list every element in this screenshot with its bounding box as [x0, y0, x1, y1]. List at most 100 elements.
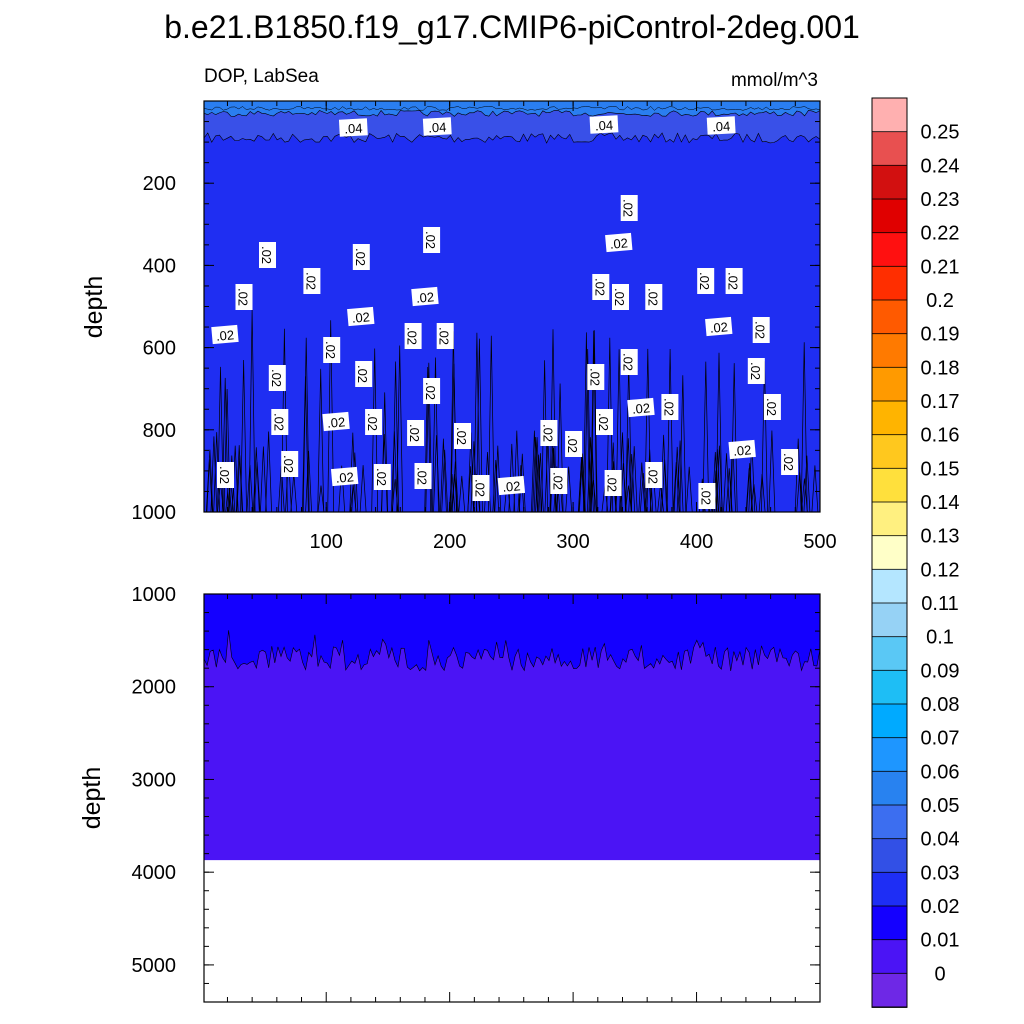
colorbar-swatch [871, 602, 908, 638]
contour-label-text: .02 [645, 466, 660, 484]
colorbar-swatch [871, 636, 908, 672]
colorbar-swatch [871, 232, 908, 268]
contour-label-box [423, 227, 441, 253]
lower-layer-upper [203, 593, 821, 672]
contour-label-02: .02 [645, 284, 663, 310]
contour-label-box [781, 449, 799, 475]
contour-label-text: .02 [323, 341, 338, 359]
colorbar: 0.25 0.24 0.23 0.22 0.21 0.2 0.19 0.18 0.17 0.16 0… [871, 97, 960, 1008]
contour-spike [252, 447, 260, 513]
colorbar-swatch [871, 703, 908, 739]
colorbar-swatch [871, 535, 908, 571]
contour-spike [590, 330, 598, 513]
contour-label-box [330, 466, 359, 487]
contour-label-02: .02 [436, 323, 454, 349]
contour-label-02: .02 [612, 284, 629, 310]
contour-spike [630, 446, 638, 513]
colorbar-label: 0 [934, 963, 945, 985]
contour-label-text: .02 [281, 455, 296, 473]
contour-spike [638, 462, 646, 513]
contour-spike [458, 475, 466, 513]
upper-x-tick-label: 200 [433, 531, 466, 553]
contour-label-02: .02 [414, 463, 432, 489]
contour-label-box [747, 358, 765, 384]
contour-label-box [235, 284, 253, 310]
contour-label-box [497, 475, 526, 496]
upper-y-tick-label: 200 [143, 173, 176, 195]
contour-spike [533, 437, 541, 513]
contour-label-text: .02 [374, 468, 389, 486]
upper-x-tick-label: 300 [556, 531, 589, 553]
contour-spike [359, 465, 367, 513]
contour-label-text: .02 [698, 487, 713, 505]
contour-label-box [211, 324, 239, 345]
contour-spike [317, 368, 325, 513]
colorbar-label: 0.05 [921, 795, 960, 817]
upper-contour-line [203, 106, 821, 111]
contour-spike [371, 348, 379, 513]
contour-spike [432, 357, 439, 513]
contour-label-box [422, 117, 452, 136]
lower-y-tick-label: 3000 [132, 769, 177, 791]
contour-label-02: .02 [404, 323, 422, 349]
upper-y-tick-label: 400 [143, 255, 176, 277]
contour-label-text: .02 [473, 479, 488, 497]
colorbar-label: 0.04 [921, 829, 960, 851]
contour-spike [673, 446, 681, 513]
upper-x-tick-label: 500 [803, 531, 836, 553]
upper-right-label: mmol/m^3 [731, 70, 818, 91]
colorbar-swatch [871, 804, 908, 840]
contour-spike [723, 453, 730, 513]
contour-spike [768, 430, 776, 513]
contour-label-box [620, 195, 638, 221]
contour-label-02: .02 [620, 349, 638, 375]
contour-label-box [281, 451, 299, 477]
contour-label-box [645, 284, 663, 310]
contour-label-04: .04 [706, 116, 736, 135]
colorbar-swatch [871, 366, 908, 402]
contour-label-02: .02 [235, 284, 253, 310]
colorbar-label: 0.18 [921, 357, 960, 379]
contour-spike [450, 363, 458, 513]
contour-spike [583, 332, 590, 513]
colorbar-swatch [871, 467, 908, 503]
contour-label-02: .02 [627, 397, 655, 418]
upper-y-tick-label: 800 [143, 420, 176, 442]
contour-spike [351, 452, 359, 513]
colorbar-swatch [871, 871, 908, 907]
contour-spike [624, 438, 632, 513]
contour-spike [440, 438, 447, 513]
contour-label-box [411, 286, 439, 307]
contour-spike [302, 376, 309, 513]
contour-label-text: .02 [335, 469, 354, 486]
contour-label-text: .02 [271, 413, 286, 431]
contour-spike [246, 464, 254, 513]
contour-spike [625, 485, 632, 513]
contour-spike [803, 455, 811, 513]
contour-label-box [725, 268, 743, 294]
contour-label-02: .02 [323, 337, 341, 363]
contour-label-text: .02 [351, 309, 370, 326]
contour-label-02: .02 [423, 227, 441, 253]
contour-label-04: .04 [422, 117, 452, 136]
contour-label-box [645, 462, 663, 488]
contour-label-box [605, 232, 633, 253]
contour-spike [425, 362, 433, 513]
contour-spike [265, 431, 272, 513]
contour-label-text: .02 [592, 278, 607, 296]
contour-label-text: .02 [697, 272, 712, 290]
contour-label-02: .02 [472, 475, 490, 501]
contour-label-text: .02 [405, 327, 420, 345]
contour-label-02: .02 [592, 274, 610, 300]
contour-spike [587, 437, 594, 513]
contour-label-02: .02 [587, 364, 605, 390]
contour-label-02: .02 [347, 306, 375, 327]
contour-label-02: .02 [752, 317, 770, 343]
contour-spike [433, 435, 440, 513]
contour-label-text: .02 [709, 319, 728, 336]
contour-label-box [697, 268, 715, 294]
colorbar-swatch [871, 400, 908, 436]
contour-spike [317, 485, 325, 513]
upper-contour-labels: .04 .04 .04 .04 .02 .02 .02 .02 .02 .02 .02 .02 .02.… [211, 115, 799, 509]
contour-label-box [355, 361, 373, 387]
